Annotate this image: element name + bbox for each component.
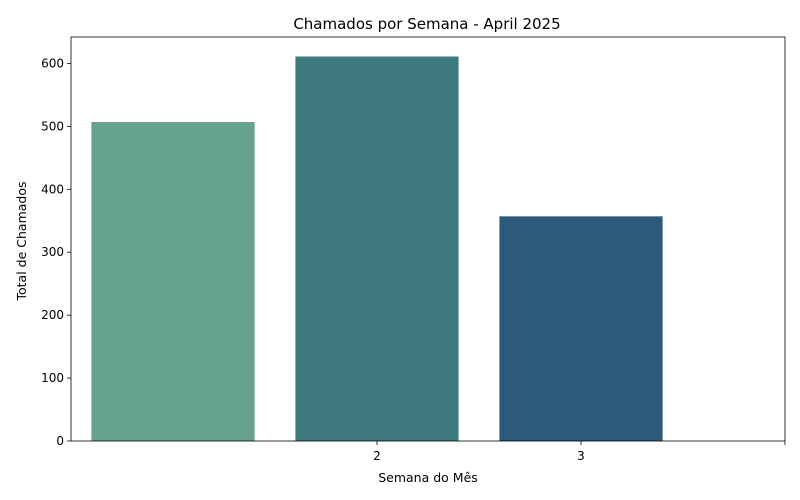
chart-title: Chamados por Semana - April 2025 [293,15,560,33]
y-tick-label: 200 [41,308,64,322]
plot-frame [70,36,786,442]
y-tick-label: 0 [56,434,64,448]
y-axis-label: Total de Chamados [14,181,29,301]
x-tick-label: 2 [373,449,381,463]
x-tick-label: 3 [577,449,585,463]
bar-1 [91,121,255,441]
bars-group [91,56,663,442]
x-axis-label: Semana do Mês [378,470,478,485]
y-tick-label: 400 [41,182,64,196]
y-tick-label: 600 [41,56,64,70]
y-axis-ticks: 0 100 200 300 400 500 600 [41,56,71,448]
y-tick-label: 500 [41,119,64,133]
y-tick-label: 100 [41,371,64,385]
y-tick-label: 300 [41,245,64,259]
bar-3 [499,216,663,441]
bar-2 [295,56,459,442]
